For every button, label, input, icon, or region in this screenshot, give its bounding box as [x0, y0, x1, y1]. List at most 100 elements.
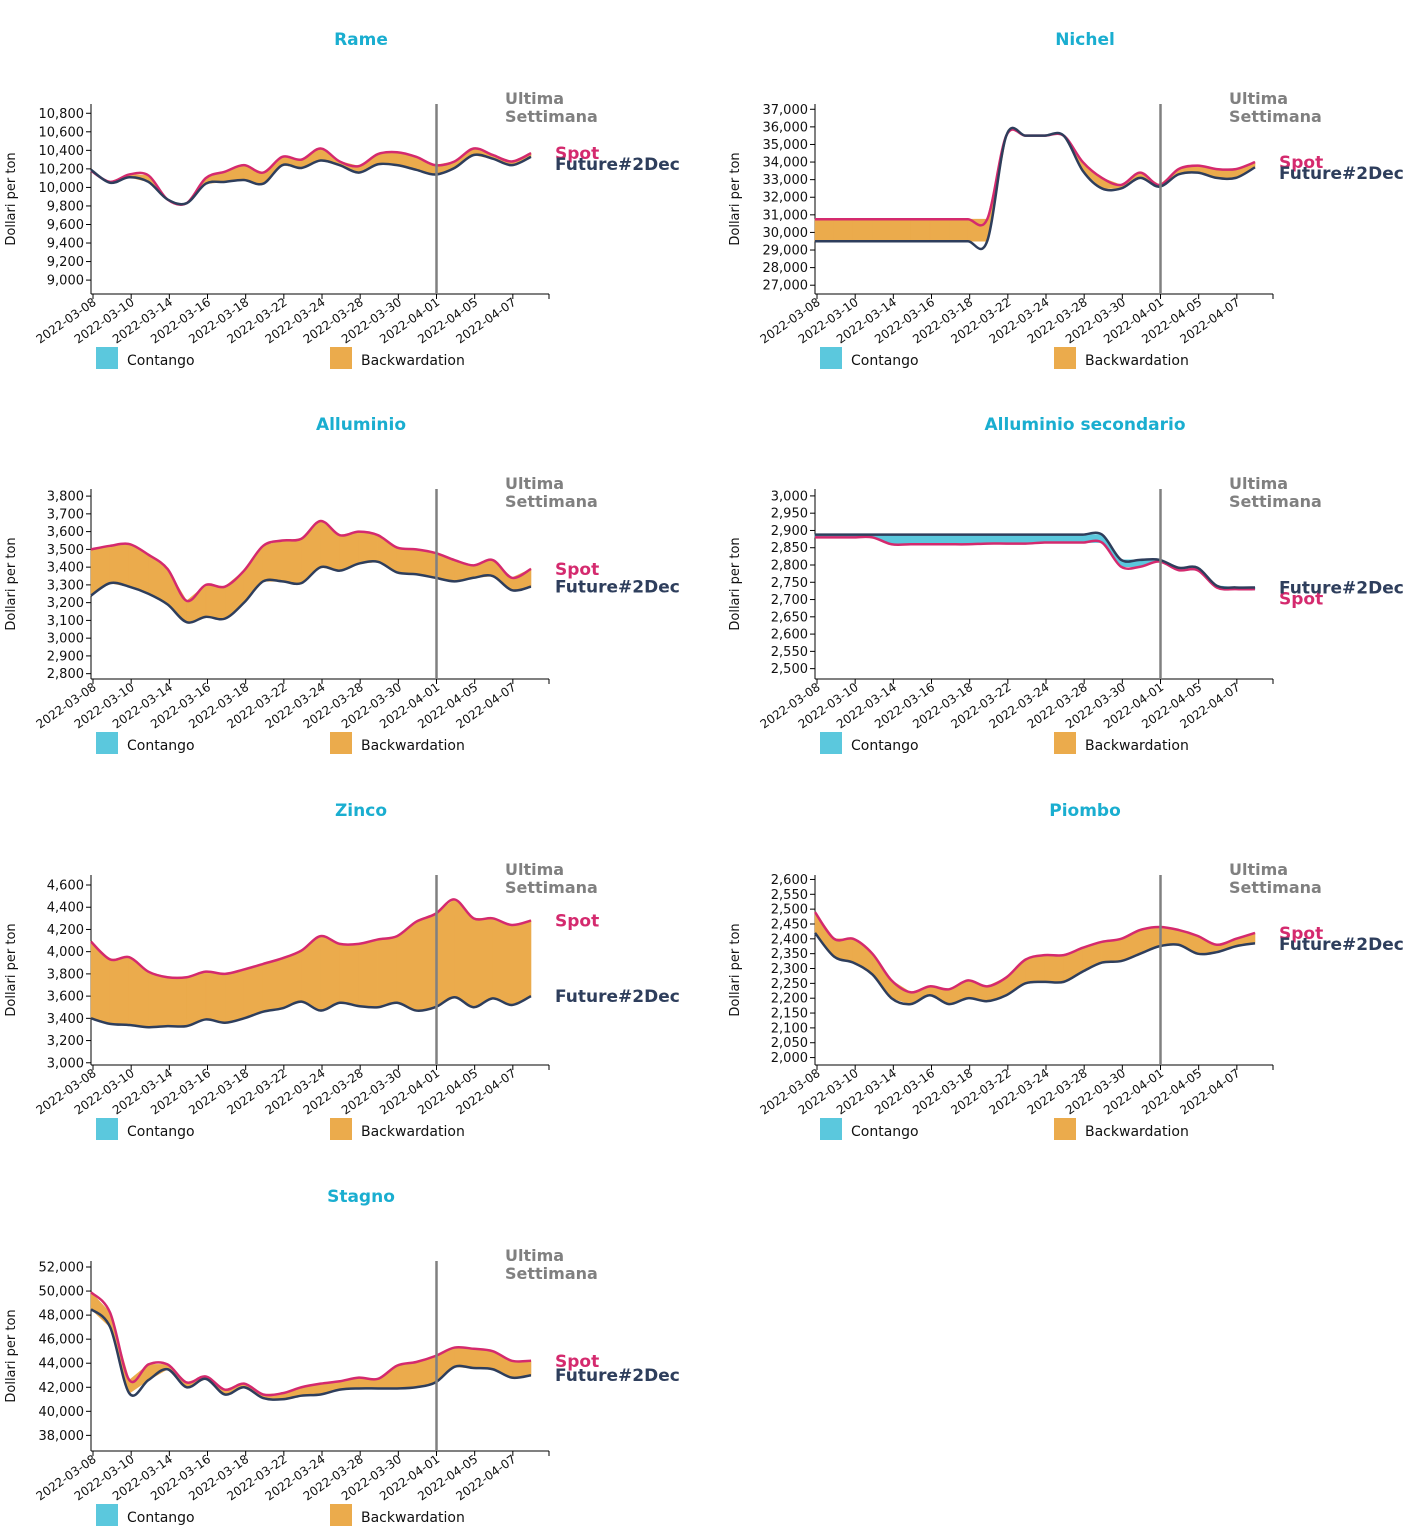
y-axis-label: Dollari per ton — [728, 152, 743, 245]
y-tick-label: 4,600 — [47, 879, 84, 894]
backwardation-area — [243, 544, 264, 604]
future-end-label: Future#2Dec — [1279, 164, 1404, 184]
backwardation-area — [109, 956, 130, 1026]
y-tick-label: 9,400 — [47, 237, 84, 252]
legend-contango-swatch — [820, 1118, 842, 1140]
backwardation-area — [320, 935, 340, 1012]
backwardation-area — [167, 976, 187, 1027]
legend-contango-label: Contango — [851, 353, 919, 369]
y-tick-label: 2,500 — [771, 662, 808, 677]
y-tick-label: 32,000 — [763, 191, 809, 206]
backwardation-area — [435, 1347, 455, 1384]
legend-contango-swatch — [96, 347, 118, 369]
y-tick-label: 9,800 — [47, 199, 84, 214]
y-tick-label: 3,000 — [47, 632, 84, 647]
y-tick-label: 4,200 — [47, 923, 84, 938]
y-tick-label: 3,000 — [47, 1056, 84, 1071]
y-tick-label: 34,000 — [763, 156, 809, 171]
y-tick-label: 3,700 — [47, 507, 84, 522]
chart-title: Alluminio — [316, 415, 406, 435]
y-tick-label: 28,000 — [763, 261, 809, 276]
y-tick-label: 9,600 — [47, 218, 84, 233]
spot-end-label: Spot — [1279, 153, 1323, 173]
chart-title: Stagno — [327, 1187, 395, 1207]
y-tick-label: 2,300 — [771, 962, 808, 977]
legend-contango-label: Contango — [127, 1124, 195, 1140]
y-tick-label: 10,200 — [39, 162, 85, 177]
legend-contango-swatch — [96, 732, 118, 754]
contango-area — [910, 534, 931, 545]
contango-area — [948, 534, 969, 545]
contango-area — [929, 534, 950, 545]
y-tick-label: 50,000 — [39, 1285, 85, 1300]
y-tick-label: 2,850 — [771, 541, 808, 556]
backwardation-area — [282, 538, 302, 584]
y-tick-label: 2,050 — [771, 1036, 808, 1051]
spot-end-label: Spot — [555, 1352, 599, 1372]
y-tick-label: 52,000 — [39, 1261, 85, 1276]
y-tick-label: 3,800 — [47, 490, 84, 505]
y-tick-label: 10,000 — [39, 181, 85, 196]
annotation-line-1: Ultima — [505, 1246, 564, 1265]
legend-backwardation-label: Backwardation — [361, 1124, 465, 1140]
backwardation-area — [186, 971, 207, 1027]
backwardation-area — [148, 554, 168, 605]
y-tick-label: 35,000 — [763, 138, 809, 153]
annotation-line-2: Settimana — [505, 878, 598, 897]
y-tick-label: 10,600 — [39, 125, 85, 140]
future-line — [814, 126, 1256, 251]
y-tick-label: 2,500 — [771, 903, 808, 918]
backwardation-area — [929, 218, 950, 242]
backwardation-area — [396, 547, 417, 575]
y-tick-label: 4,400 — [47, 901, 84, 916]
annotation-line-1: Ultima — [505, 89, 564, 108]
legend-backwardation-swatch — [330, 347, 352, 369]
backwardation-area — [948, 218, 969, 242]
y-tick-label: 46,000 — [39, 1333, 85, 1348]
future-line — [90, 994, 532, 1029]
backwardation-area — [109, 543, 130, 588]
annotation-line-2: Settimana — [505, 1264, 598, 1283]
legend-contango-swatch — [96, 1504, 118, 1526]
annotation-line-1: Ultima — [1229, 89, 1288, 108]
future-end-label: Future#2Dec — [555, 987, 680, 1007]
y-tick-label: 3,300 — [47, 578, 84, 593]
backwardation-area — [224, 969, 245, 1024]
annotation-line-1: Ultima — [505, 860, 564, 879]
contango-area — [1101, 533, 1122, 568]
annotation-line-1: Ultima — [1229, 474, 1288, 493]
backwardation-area — [492, 917, 513, 1006]
chart-nichel: Nichel 27,000 28,000 29,000 30,000 31,000 32,0… — [728, 30, 1404, 369]
contango-area — [1006, 534, 1026, 544]
y-tick-label: 2,700 — [771, 593, 808, 608]
y-tick-label: 2,800 — [771, 559, 808, 574]
legend-contango-swatch — [820, 347, 842, 369]
y-tick-label: 9,200 — [47, 255, 84, 270]
backwardation-area — [814, 218, 835, 242]
y-tick-label: 4,000 — [47, 945, 84, 960]
chart-zinco: Zinco 3,000 3,200 3,400 3,600 3,800 4,000 4,200… — [4, 801, 680, 1140]
y-tick-label: 2,800 — [47, 667, 84, 682]
backwardation-area — [852, 218, 873, 242]
y-tick-label: 48,000 — [39, 1309, 85, 1324]
y-tick-label: 42,000 — [39, 1381, 85, 1396]
y-tick-label: 2,100 — [771, 1021, 808, 1036]
backwardation-area — [148, 971, 168, 1028]
y-tick-label: 2,250 — [771, 977, 808, 992]
contango-area — [986, 534, 1007, 544]
annotation-line-2: Settimana — [1229, 492, 1322, 511]
legend-contango-label: Contango — [851, 738, 919, 754]
spot-line — [815, 535, 1256, 591]
legend-contango-label: Contango — [127, 738, 195, 754]
backwardation-area — [262, 540, 283, 582]
legend-backwardation-label: Backwardation — [361, 738, 465, 754]
backwardation-area — [358, 939, 379, 1008]
y-tick-label: 2,450 — [771, 917, 808, 932]
spot-end-label: Spot — [555, 560, 599, 580]
legend-backwardation-swatch — [330, 1504, 352, 1526]
backwardation-area — [910, 218, 931, 242]
backwardation-area — [205, 971, 226, 1024]
y-tick-label: 10,800 — [39, 107, 85, 122]
spot-line — [90, 519, 532, 603]
